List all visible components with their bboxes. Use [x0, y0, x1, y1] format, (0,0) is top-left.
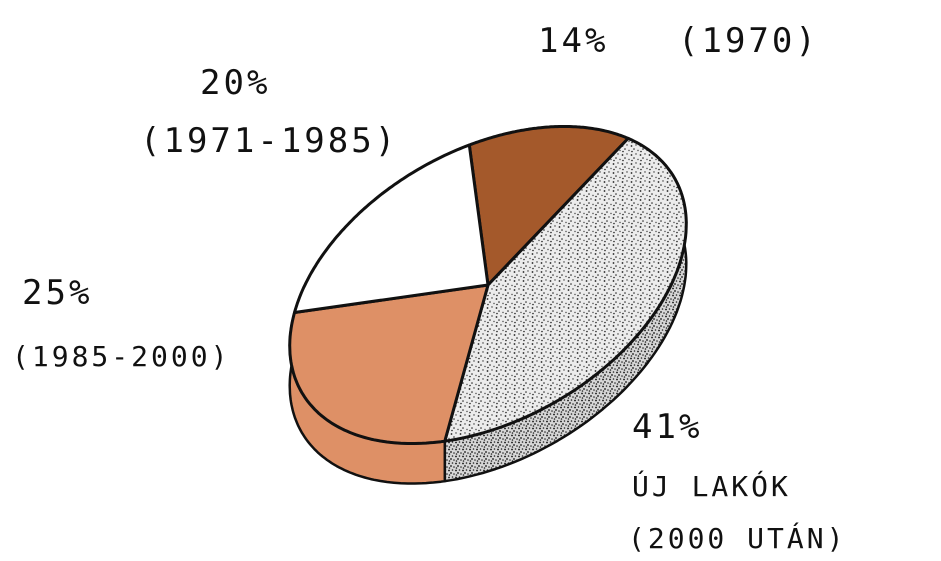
- label-14-period: (1970): [678, 21, 819, 61]
- label-41-period2: (2000 UTÁN): [628, 521, 846, 555]
- label-41-value: 41%: [632, 407, 702, 447]
- pie-top: [288, 125, 688, 445]
- pie-labels: 14% (1970) 20% (1971-1985) 25% (1985-200…: [12, 21, 846, 555]
- pie-slice-2: [288, 283, 490, 445]
- label-25-period: (1985-2000): [12, 340, 230, 373]
- pie-slice-1: [443, 136, 688, 443]
- label-41-period: ÚJ LAKÓK: [632, 469, 791, 503]
- label-14-value: 14%: [538, 21, 608, 61]
- label-20-value: 20%: [200, 63, 270, 103]
- pie-slice-3: [293, 143, 490, 314]
- label-25-value: 25%: [22, 273, 92, 313]
- label-20-period: (1971-1985): [140, 121, 398, 161]
- pie-slice-0: [467, 125, 630, 287]
